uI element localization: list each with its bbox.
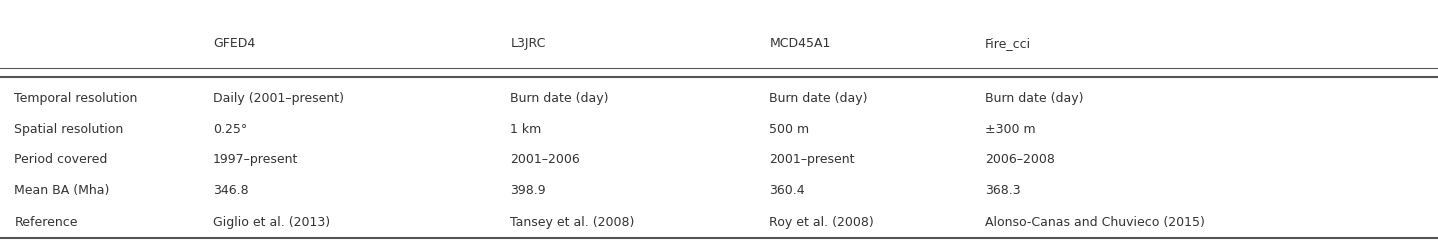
Text: 0.25°: 0.25° bbox=[213, 123, 247, 136]
Text: Tansey et al. (2008): Tansey et al. (2008) bbox=[510, 215, 634, 229]
Text: ±300 m: ±300 m bbox=[985, 123, 1035, 136]
Text: 368.3: 368.3 bbox=[985, 184, 1021, 197]
Text: 360.4: 360.4 bbox=[769, 184, 805, 197]
Text: L3JRC: L3JRC bbox=[510, 37, 546, 51]
Text: 1997–present: 1997–present bbox=[213, 153, 298, 166]
Text: 2006–2008: 2006–2008 bbox=[985, 153, 1055, 166]
Text: Reference: Reference bbox=[14, 215, 78, 229]
Text: 398.9: 398.9 bbox=[510, 184, 546, 197]
Text: Temporal resolution: Temporal resolution bbox=[14, 92, 138, 105]
Text: MCD45A1: MCD45A1 bbox=[769, 37, 831, 51]
Text: Spatial resolution: Spatial resolution bbox=[14, 123, 124, 136]
Text: 1 km: 1 km bbox=[510, 123, 542, 136]
Text: Fire_cci: Fire_cci bbox=[985, 37, 1031, 51]
Text: 2001–2006: 2001–2006 bbox=[510, 153, 581, 166]
Text: 2001–present: 2001–present bbox=[769, 153, 854, 166]
Text: Burn date (day): Burn date (day) bbox=[510, 92, 608, 105]
Text: Giglio et al. (2013): Giglio et al. (2013) bbox=[213, 215, 329, 229]
Text: Mean BA (Mha): Mean BA (Mha) bbox=[14, 184, 109, 197]
Text: Burn date (day): Burn date (day) bbox=[769, 92, 867, 105]
Text: Burn date (day): Burn date (day) bbox=[985, 92, 1083, 105]
Text: Roy et al. (2008): Roy et al. (2008) bbox=[769, 215, 874, 229]
Text: GFED4: GFED4 bbox=[213, 37, 255, 51]
Text: Daily (2001–present): Daily (2001–present) bbox=[213, 92, 344, 105]
Text: 500 m: 500 m bbox=[769, 123, 810, 136]
Text: Alonso-Canas and Chuvieco (2015): Alonso-Canas and Chuvieco (2015) bbox=[985, 215, 1205, 229]
Text: Period covered: Period covered bbox=[14, 153, 108, 166]
Text: 346.8: 346.8 bbox=[213, 184, 249, 197]
